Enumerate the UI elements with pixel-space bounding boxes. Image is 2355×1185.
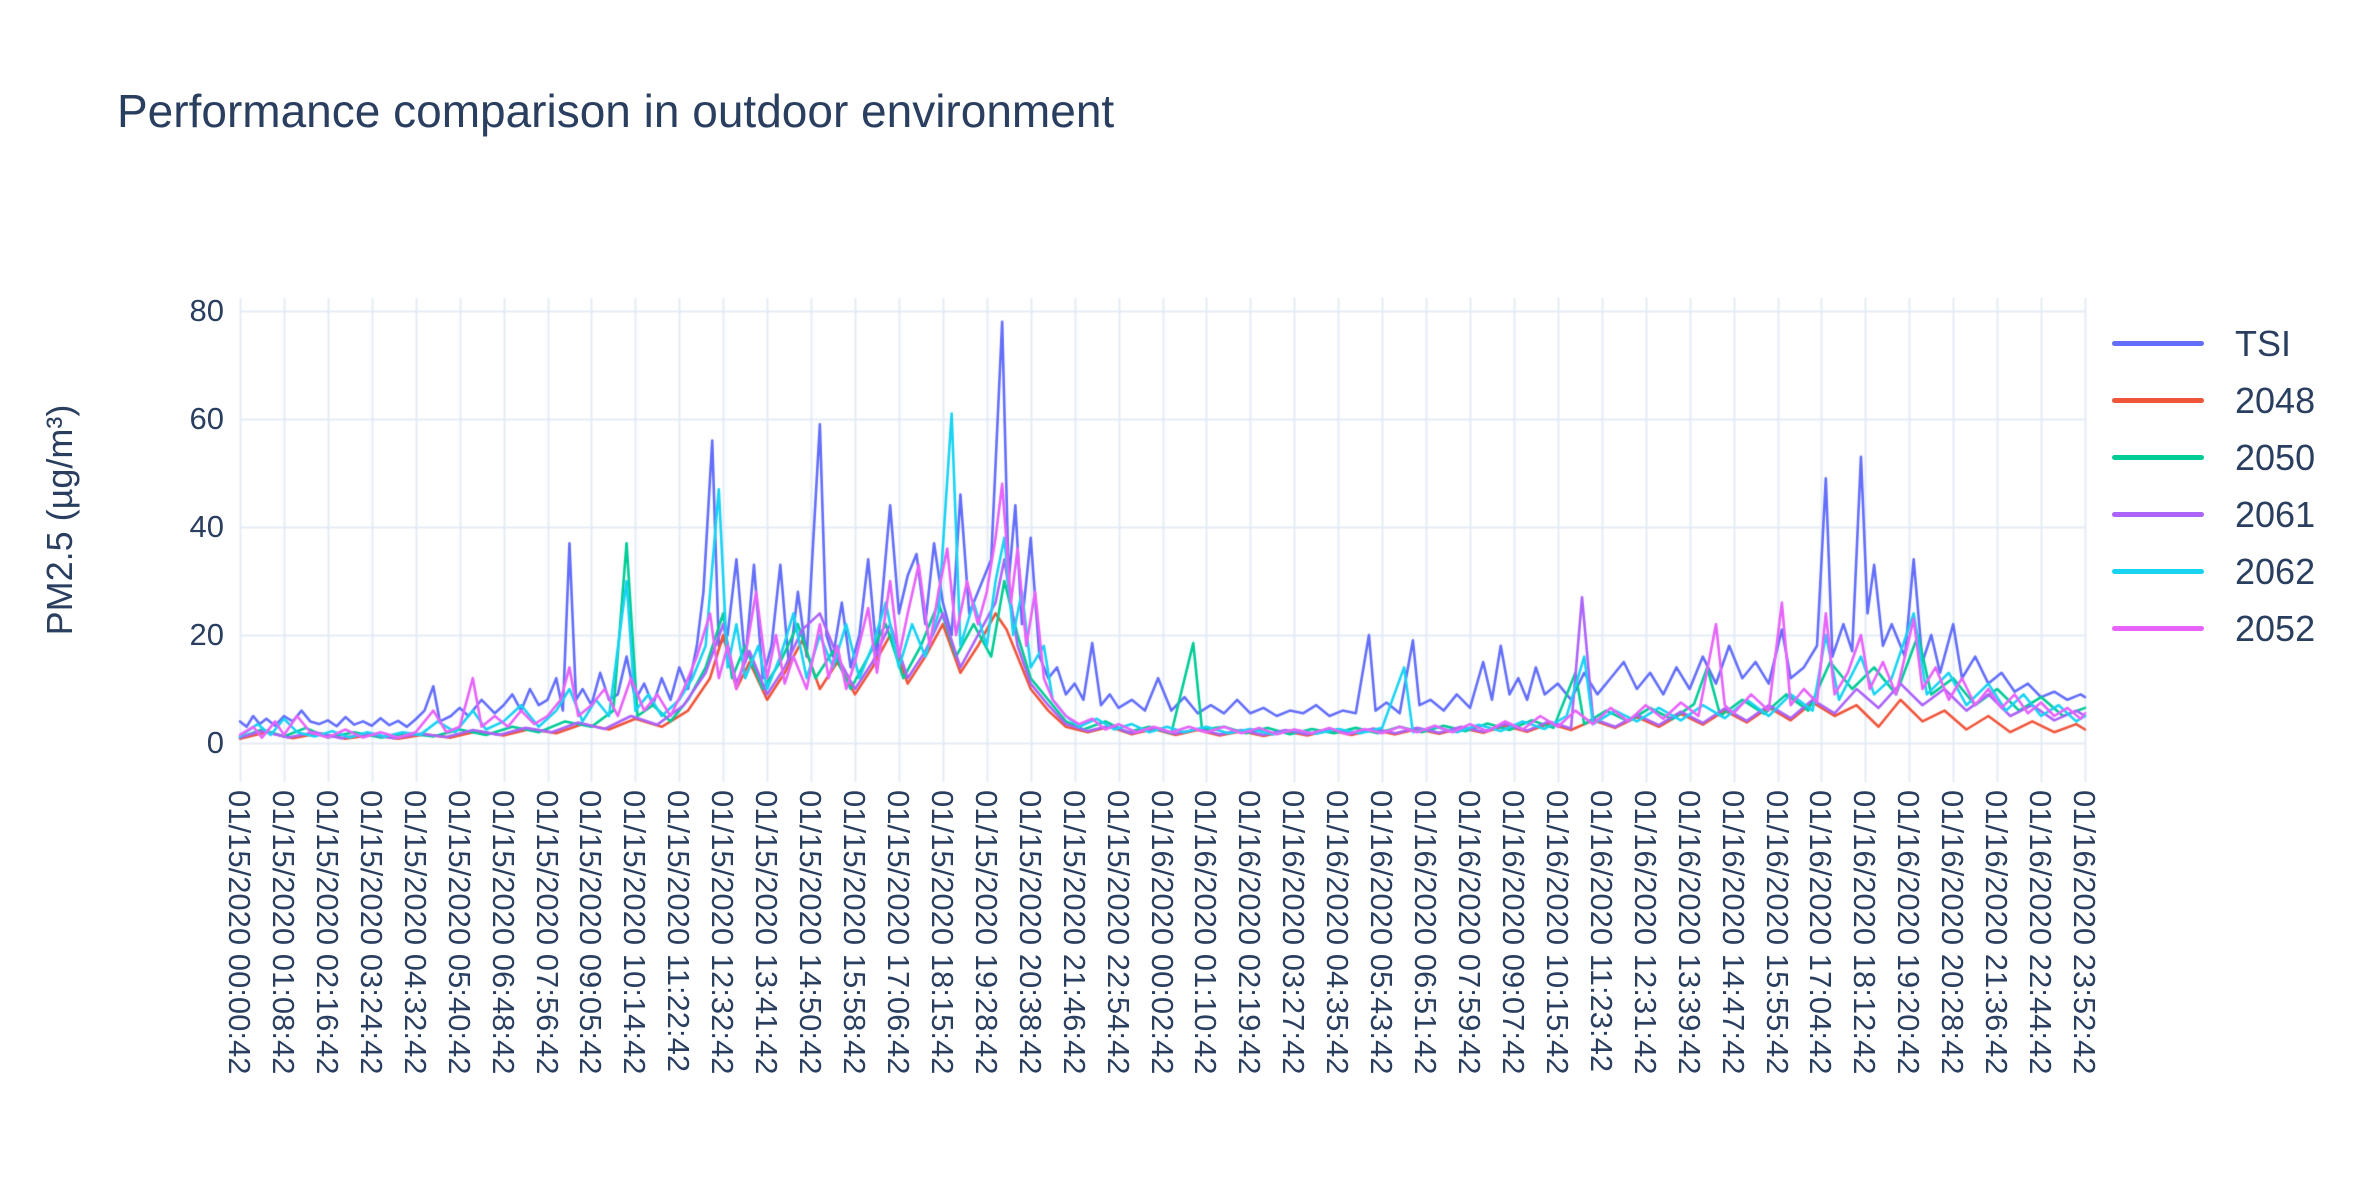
y-tick-label: 40 [189, 509, 224, 544]
legend: TSI 2048 2050 2061 2062 2052 [2112, 315, 2315, 657]
legend-line-swatch [2112, 455, 2204, 460]
y-axis-tick-labels: 0 20 40 60 80 [0, 0, 224, 1185]
legend-line-swatch [2112, 512, 2204, 517]
legend-item-2048[interactable]: 2048 [2112, 372, 2315, 429]
legend-label: TSI [2235, 322, 2292, 364]
y-tick-label: 20 [189, 617, 224, 652]
y-tick-label: 60 [189, 401, 224, 436]
legend-line-swatch [2112, 341, 2204, 346]
legend-line-swatch [2112, 398, 2204, 403]
legend-label: 2052 [2235, 607, 2316, 649]
legend-label: 2062 [2235, 550, 2316, 592]
legend-item-2062[interactable]: 2062 [2112, 543, 2315, 600]
legend-label: 2050 [2235, 436, 2316, 478]
legend-label: 2061 [2235, 493, 2316, 535]
y-tick-label: 80 [189, 293, 224, 328]
legend-item-2061[interactable]: 2061 [2112, 486, 2315, 543]
legend-item-TSI[interactable]: TSI [2112, 315, 2315, 372]
chart-title: Performance comparison in outdoor enviro… [117, 85, 1115, 137]
legend-line-swatch [2112, 569, 2204, 574]
legend-item-2052[interactable]: 2052 [2112, 600, 2315, 657]
legend-line-swatch [2112, 626, 2204, 631]
y-tick-label: 0 [206, 725, 224, 760]
legend-label: 2048 [2235, 379, 2316, 421]
legend-item-2050[interactable]: 2050 [2112, 429, 2315, 486]
